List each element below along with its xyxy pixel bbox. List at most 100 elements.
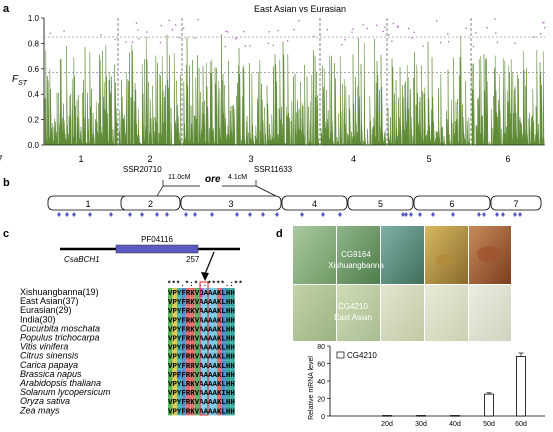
marker-ssr20710: SSR20710 xyxy=(123,165,162,174)
residue-cell xyxy=(176,379,182,389)
residue-cell xyxy=(212,297,217,307)
marker-diamond xyxy=(275,212,279,217)
residue-cell xyxy=(199,369,204,379)
mrna-tick-label: 60 xyxy=(317,362,325,369)
residue-cell xyxy=(221,388,226,398)
alignment-row: VPYFRRVAAAAKIHH xyxy=(168,388,235,398)
residue-cell xyxy=(194,288,200,298)
panel-label-a: a xyxy=(3,3,10,15)
residue-cell xyxy=(216,315,222,325)
fst-outlier xyxy=(411,37,413,39)
fst-outlier xyxy=(171,29,174,31)
residue-cell xyxy=(176,397,182,407)
residue-cell xyxy=(172,324,177,334)
residue-cell xyxy=(185,324,191,334)
residue-cell xyxy=(199,397,204,407)
fst-outlier xyxy=(293,29,295,31)
residue-cell xyxy=(181,306,186,316)
residue-cell xyxy=(168,360,173,370)
linkage-line-right xyxy=(255,185,277,197)
species-name: Zea mays xyxy=(19,405,60,415)
species-name: Carica papaya xyxy=(20,360,78,370)
fst-outlier xyxy=(392,22,395,25)
residue-cell xyxy=(176,351,182,361)
chromosome-label-1: 1 xyxy=(78,154,83,164)
chromosome-5 xyxy=(347,195,414,211)
residue-cell xyxy=(176,333,182,343)
residue-cell xyxy=(176,306,182,316)
residue-cell xyxy=(194,324,200,334)
residue-cell xyxy=(230,360,235,370)
residue-cell xyxy=(194,306,200,316)
residue-cell xyxy=(190,351,195,361)
residue-cell xyxy=(225,406,231,416)
fst-outlier xyxy=(475,32,477,34)
fst-tick-label: 0.6 xyxy=(28,65,40,74)
alignment-row: VPYFRKVAAAAKLHH xyxy=(168,306,235,316)
residue-cell xyxy=(190,379,195,389)
fst-outlier xyxy=(496,41,499,43)
residue-cell xyxy=(221,324,226,334)
marker-diamond xyxy=(210,212,214,217)
residue-cell xyxy=(212,379,217,389)
residue-cell xyxy=(181,360,186,370)
fst-bars-chr1 xyxy=(44,45,118,146)
timepoint-30d: 30d xyxy=(415,421,427,428)
residue-cell xyxy=(194,369,200,379)
fst-outlier xyxy=(397,26,399,28)
fst-outlier xyxy=(235,38,237,40)
fst-outlier xyxy=(159,42,162,44)
residue-cell xyxy=(181,333,186,343)
residue-cell xyxy=(212,288,217,298)
residue-cell xyxy=(190,388,195,398)
sequence-text: VPYFRRVAAAAKLHH xyxy=(168,345,235,353)
residue-cell xyxy=(168,388,173,398)
fst-outlier xyxy=(100,34,102,36)
fst-outlier xyxy=(440,42,442,44)
fst-bars-chr2 xyxy=(118,34,182,146)
chromosome-labels: 1 2 3 4 5 6 7 xyxy=(0,154,511,164)
sequence-text: VPYFRRVAAAAKIHH xyxy=(168,390,235,398)
fst-outlier xyxy=(540,33,542,35)
residue-cell xyxy=(181,369,186,379)
marker-diamond xyxy=(518,212,522,217)
line-group-east-asian: East Asian xyxy=(334,313,372,322)
residue-cell xyxy=(208,369,213,379)
residue-cell xyxy=(190,333,195,343)
residue-cell xyxy=(190,306,195,316)
mrna-axis-label: Relative mRNA level xyxy=(308,356,315,420)
residue-cell xyxy=(190,406,195,416)
fst-outlier xyxy=(63,30,65,32)
residue-cell xyxy=(199,379,204,389)
line-id-cg9164: CG9164 xyxy=(341,250,371,259)
chromosome-6 xyxy=(413,195,491,211)
residue-cell xyxy=(194,333,200,343)
fst-outlier xyxy=(352,28,354,30)
fst-outlier xyxy=(494,18,496,20)
residue-cell xyxy=(203,333,209,343)
residue-cell xyxy=(221,369,226,379)
fst-outlier xyxy=(168,19,170,21)
residue-cell xyxy=(208,406,213,416)
alignment-row: VPYFRKVAAAAKLHH xyxy=(168,397,235,407)
alignment-row: VPYFRRVAAAAKLHH xyxy=(168,360,235,371)
fst-outlier xyxy=(160,24,162,27)
timepoint-40d: 40d xyxy=(449,421,461,428)
residue-cell xyxy=(172,406,177,416)
residue-cell xyxy=(194,315,200,325)
chromosome-map-label-1: 1 xyxy=(85,199,90,209)
sequence-text: VPYFRKVAAAAKLHH xyxy=(168,408,235,416)
residue-cell xyxy=(185,388,191,398)
residue-cell xyxy=(216,369,222,379)
residue-cell xyxy=(172,369,177,379)
residue-cell xyxy=(199,360,204,370)
residue-cell xyxy=(181,288,186,298)
mrna-tick-label: 40 xyxy=(317,379,325,386)
fst-bars-chr4 xyxy=(320,37,387,146)
residue-cell xyxy=(181,406,186,416)
residue-cell xyxy=(203,379,209,389)
residue-cell xyxy=(221,288,226,298)
residue-cell xyxy=(208,315,213,325)
residue-cell xyxy=(194,360,200,370)
residue-cell xyxy=(208,360,213,370)
